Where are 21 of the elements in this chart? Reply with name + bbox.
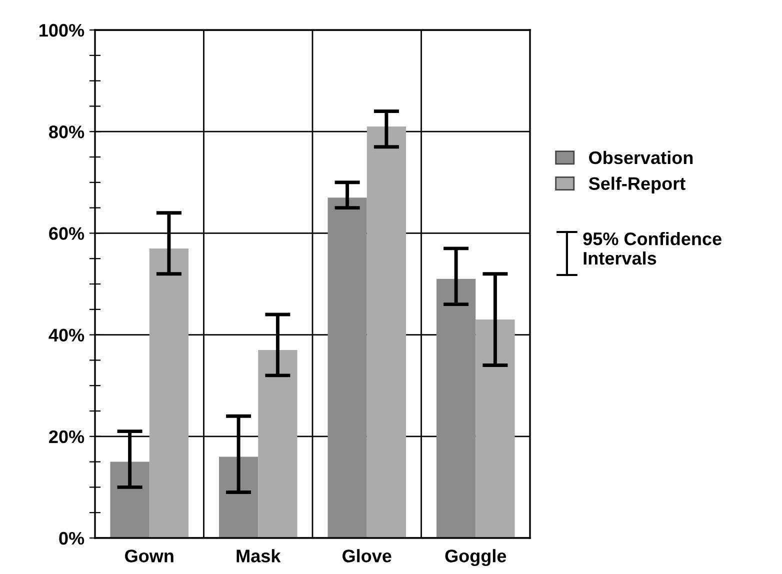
x-tick-label: Gown <box>125 550 174 562</box>
bar <box>218 456 258 538</box>
y-tick-label: 60% <box>49 227 84 240</box>
y-tick-label: 0% <box>59 532 84 545</box>
legend-label: Self-Report <box>588 176 686 194</box>
bar <box>476 320 515 538</box>
x-tick-label: Goggle <box>445 549 506 566</box>
x-tick-label: Glove <box>342 549 392 562</box>
bar <box>149 248 189 538</box>
bar <box>258 350 298 538</box>
y-tick-label: 80% <box>49 126 84 138</box>
bar <box>366 126 406 538</box>
x-tick-label: Mask <box>236 549 281 562</box>
bar <box>328 198 367 538</box>
y-tick-label: 100% <box>40 24 84 37</box>
bar <box>436 278 476 538</box>
text: 95% Confidence Intervals <box>583 232 722 265</box>
y-tick-label: 20% <box>49 430 84 444</box>
legend-label: Observation <box>589 150 693 164</box>
bar <box>110 462 150 538</box>
y-tick-label: 40% <box>48 328 84 342</box>
